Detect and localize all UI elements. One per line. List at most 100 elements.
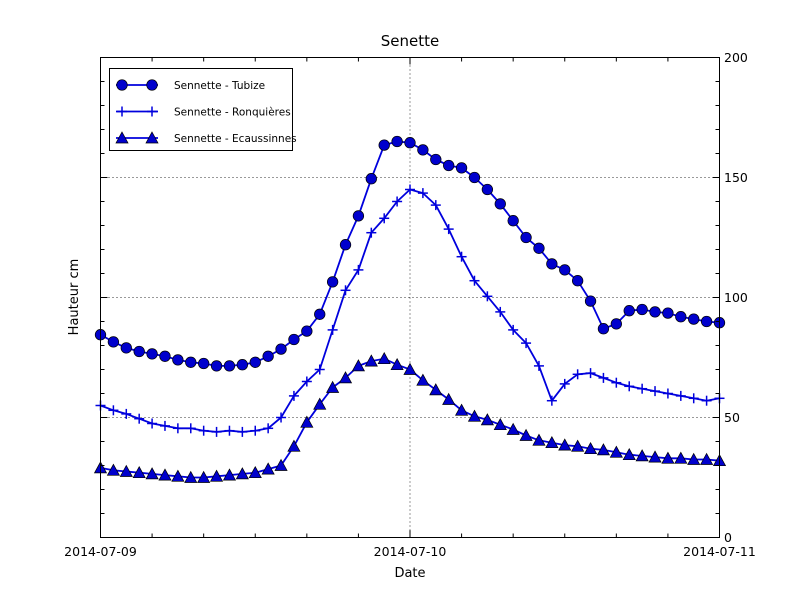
- y-axis-label: Hauteur cm: [67, 259, 82, 336]
- circle-marker: [417, 144, 429, 156]
- circle-marker: [275, 343, 287, 355]
- legend-label: Sennette - Tubize: [174, 80, 265, 92]
- legend-entry-0: Sennette - Tubize: [116, 79, 265, 92]
- triangle-marker: [377, 351, 391, 365]
- triangle-marker: [287, 439, 301, 452]
- triangle-marker: [674, 451, 688, 464]
- triangle-marker: [364, 354, 378, 367]
- circle-marker: [571, 275, 584, 287]
- legend-label: Sennette - Ronquières: [174, 106, 291, 118]
- circle-marker: [146, 348, 158, 360]
- circle-marker: [675, 311, 687, 323]
- circle-marker: [520, 231, 532, 244]
- triangle-marker: [261, 462, 275, 475]
- x-tick-label: 2014-07-09: [64, 544, 137, 559]
- circle-marker: [430, 153, 442, 166]
- triangle-marker: [132, 465, 146, 479]
- triangle-marker: [158, 468, 172, 481]
- circle-marker: [116, 79, 128, 91]
- circle-marker: [198, 357, 210, 370]
- triangle-marker: [197, 470, 211, 483]
- triangle-marker: [313, 397, 327, 410]
- triangle-marker: [467, 409, 482, 422]
- legend-entry-2: Sennette - Ecaussinnes: [115, 131, 297, 145]
- triangle-marker: [274, 458, 288, 471]
- circle-marker: [533, 242, 545, 254]
- series-layer: [93, 135, 727, 483]
- y-tick-label: 0: [724, 530, 732, 545]
- circle-marker: [455, 162, 468, 174]
- circle-marker: [597, 323, 610, 335]
- triangle-marker: [442, 392, 456, 405]
- circle-marker: [507, 215, 519, 227]
- triangle-marker: [235, 467, 249, 480]
- circle-marker: [623, 305, 635, 317]
- legend: Sennette - Tubize Sennette - Ronquières Se…: [109, 68, 297, 151]
- circle-marker: [610, 318, 622, 330]
- triangle-marker: [338, 371, 353, 384]
- triangle-marker: [248, 465, 262, 479]
- circle-marker: [649, 306, 661, 318]
- circle-marker: [210, 360, 223, 372]
- triangle-marker: [519, 428, 533, 441]
- triangle-marker: [687, 452, 701, 465]
- triangle-marker: [403, 362, 417, 375]
- x-tick-label: 2014-07-10: [374, 544, 447, 559]
- triangle-marker: [596, 443, 611, 456]
- triangle-marker: [532, 433, 546, 446]
- circle-marker: [326, 276, 339, 288]
- y-tick-label: 100: [724, 290, 748, 305]
- y-tick-label: 50: [724, 410, 740, 425]
- triangle-marker: [480, 413, 494, 426]
- circle-marker: [391, 135, 403, 148]
- circle-marker: [172, 354, 184, 366]
- circle-marker: [700, 315, 713, 328]
- tick-labels: 2014-07-09 2014-07-10 2014-07-110 50 100 150 2…: [64, 50, 756, 559]
- circle-marker: [546, 258, 558, 270]
- circle-marker: [236, 359, 249, 371]
- triangle-marker: [648, 450, 662, 463]
- triangle-marker: [429, 383, 443, 396]
- chart-title: Senette: [381, 32, 439, 50]
- circle-marker: [133, 345, 145, 358]
- circle-marker: [262, 350, 274, 362]
- circle-marker: [584, 295, 597, 307]
- circle-marker: [636, 303, 648, 316]
- circle-marker: [365, 173, 377, 185]
- legend-entry-1: Sennette - Ronquières: [116, 106, 291, 118]
- circle-marker: [223, 360, 236, 372]
- triangle-marker: [145, 467, 159, 480]
- circle-marker: [688, 313, 700, 325]
- legend-label: Sennette - Ecaussinnes: [174, 133, 297, 145]
- triangle-marker: [171, 469, 185, 482]
- circle-marker: [443, 159, 455, 172]
- circle-marker: [120, 342, 132, 354]
- triangle-marker: [506, 422, 520, 435]
- legend-box: [109, 68, 293, 151]
- triangle-marker: [145, 131, 159, 144]
- triangle-marker: [583, 441, 598, 455]
- circle-marker: [352, 210, 365, 222]
- triangle-marker: [416, 373, 430, 386]
- triangle-marker: [390, 357, 404, 371]
- circle-marker: [185, 356, 197, 368]
- circle-marker: [146, 79, 158, 91]
- x-axis-label: Date: [394, 566, 425, 581]
- axis-ticks: [100, 57, 720, 538]
- circle-marker: [249, 356, 261, 368]
- triangle-marker: [700, 452, 714, 465]
- circle-marker: [481, 183, 494, 196]
- triangle-marker: [454, 403, 469, 416]
- triangle-marker: [184, 470, 198, 483]
- x-tick-label: 2014-07-11: [683, 544, 756, 559]
- triangle-marker: [115, 131, 129, 144]
- circle-marker: [159, 350, 171, 362]
- series-0: [94, 135, 726, 372]
- triangle-marker: [351, 359, 366, 372]
- circle-marker: [301, 325, 313, 337]
- triangle-marker: [622, 447, 636, 461]
- circle-marker: [468, 171, 481, 184]
- circle-marker: [107, 336, 120, 348]
- triangle-marker: [493, 417, 507, 431]
